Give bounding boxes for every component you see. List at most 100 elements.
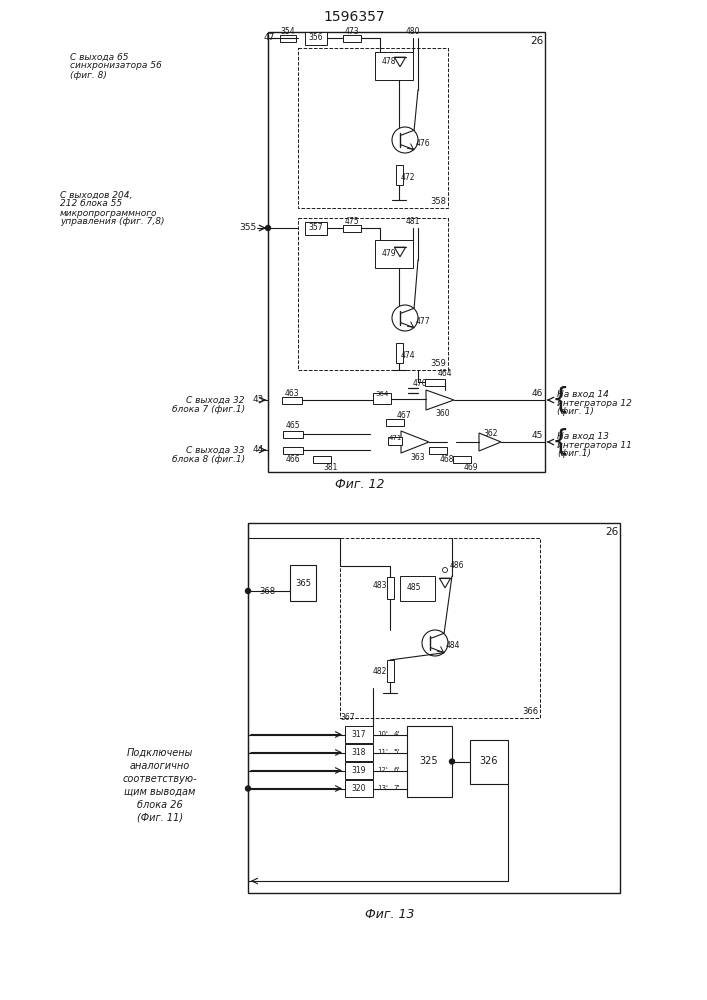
Bar (375, 52, 413, 80)
Text: 45: 45 (532, 432, 543, 440)
Bar (425, 378, 445, 385)
Text: (Фиг. 11): (Фиг. 11) (137, 813, 183, 823)
Bar (313, 456, 331, 462)
Bar (343, 225, 361, 232)
Text: 483: 483 (373, 582, 387, 590)
Text: 12': 12' (378, 768, 388, 774)
Text: 479: 479 (382, 249, 397, 258)
Bar (386, 418, 404, 426)
Text: соответствую-: соответствую- (123, 774, 197, 784)
Text: 365: 365 (295, 578, 311, 587)
Text: 47: 47 (264, 33, 275, 42)
Text: 360: 360 (436, 410, 450, 418)
Bar (283, 430, 303, 438)
Text: 362: 362 (484, 430, 498, 438)
Text: 11': 11' (378, 750, 388, 756)
Text: 26: 26 (605, 527, 619, 537)
Bar (388, 437, 402, 445)
Text: 357: 357 (309, 224, 323, 232)
Bar (345, 762, 373, 779)
Text: блока 7 (фиг.1): блока 7 (фиг.1) (172, 404, 245, 414)
Text: 7': 7' (394, 786, 400, 792)
Text: 363: 363 (411, 454, 426, 462)
Text: 5': 5' (394, 750, 400, 756)
Text: 325: 325 (420, 756, 438, 766)
Text: На вход 14: На вход 14 (557, 389, 609, 398)
Text: 367: 367 (340, 714, 355, 722)
Text: 466: 466 (286, 454, 300, 464)
Text: управления (фиг. 7,8): управления (фиг. 7,8) (60, 218, 165, 227)
Text: микропрограммного: микропрограммного (60, 209, 158, 218)
Text: 477: 477 (416, 316, 431, 326)
Text: С выхода 33: С выхода 33 (187, 446, 245, 454)
Text: (фиг. 8): (фиг. 8) (70, 70, 107, 80)
Bar (375, 240, 413, 268)
Text: (фиг. 1): (фиг. 1) (557, 408, 594, 416)
Text: 463: 463 (285, 388, 299, 397)
Text: {: { (552, 428, 570, 456)
Bar (387, 577, 394, 599)
Circle shape (450, 759, 455, 764)
Text: 26: 26 (530, 36, 544, 46)
Bar (340, 538, 540, 718)
Bar (305, 32, 327, 45)
Bar (290, 565, 316, 601)
Text: 6': 6' (394, 768, 400, 774)
Text: 481: 481 (406, 217, 420, 226)
Text: 43: 43 (252, 395, 264, 404)
Bar (373, 393, 391, 404)
Text: блока 26: блока 26 (137, 800, 183, 810)
Text: интегратора 11: интегратора 11 (557, 440, 632, 450)
Text: 212 блока 55: 212 блока 55 (60, 200, 122, 209)
Circle shape (245, 786, 250, 791)
Text: 484: 484 (445, 642, 460, 650)
Text: 468: 468 (440, 454, 455, 464)
Text: Подключены: Подключены (127, 748, 193, 758)
Bar (395, 343, 402, 363)
Text: 474: 474 (401, 351, 415, 360)
Bar (268, 32, 545, 472)
Text: 1596357: 1596357 (323, 10, 385, 24)
Bar (429, 446, 447, 454)
Text: 486: 486 (450, 562, 464, 570)
Bar (453, 456, 471, 462)
Circle shape (245, 588, 250, 593)
Text: 364: 364 (375, 391, 389, 397)
Text: 465: 465 (286, 422, 300, 430)
Text: щим выводам: щим выводам (124, 787, 196, 797)
Text: синхронизатора 56: синхронизатора 56 (70, 62, 162, 70)
Text: 475: 475 (345, 217, 359, 226)
Text: 10': 10' (378, 732, 388, 738)
Text: 320: 320 (352, 784, 366, 793)
Text: Фиг. 13: Фиг. 13 (366, 908, 415, 922)
Text: 355: 355 (240, 224, 257, 232)
Text: 326: 326 (480, 756, 498, 766)
Bar (395, 165, 402, 185)
Text: 356: 356 (309, 33, 323, 42)
Text: Фиг. 12: Фиг. 12 (335, 478, 385, 490)
Text: 478: 478 (382, 56, 396, 66)
Text: С выходов 204,: С выходов 204, (60, 190, 132, 200)
Text: 470: 470 (413, 378, 427, 387)
Text: (фиг.1): (фиг.1) (557, 450, 591, 458)
Text: На вход 13: На вход 13 (557, 432, 609, 440)
Bar (345, 726, 373, 743)
Bar (298, 48, 448, 208)
Bar (387, 660, 394, 682)
Text: 464: 464 (438, 369, 452, 378)
Polygon shape (401, 431, 429, 453)
Text: 319: 319 (352, 766, 366, 775)
Circle shape (266, 226, 271, 231)
Text: аналогично: аналогично (130, 761, 190, 771)
Text: 473: 473 (345, 26, 359, 35)
Text: 485: 485 (407, 584, 421, 592)
Bar (343, 34, 361, 41)
Text: 368: 368 (259, 586, 275, 595)
Text: 46: 46 (532, 389, 543, 398)
Bar (470, 740, 508, 784)
Bar (400, 576, 435, 601)
Text: 44: 44 (252, 446, 264, 454)
Text: 13': 13' (378, 786, 388, 792)
Text: 317: 317 (352, 730, 366, 739)
Bar (280, 34, 296, 41)
